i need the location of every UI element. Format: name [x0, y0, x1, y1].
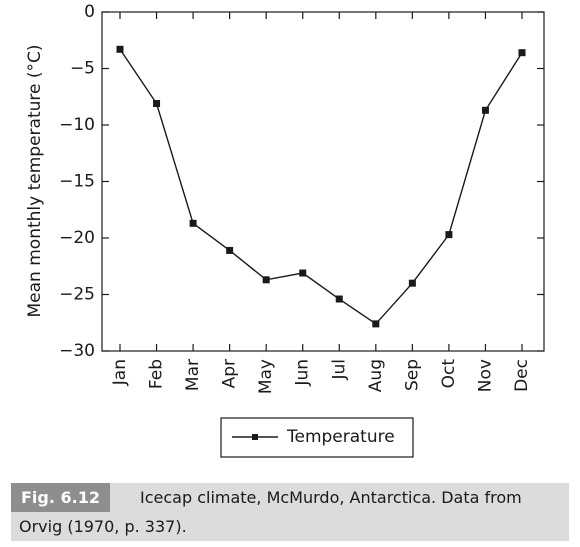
x-tick-label: Jul	[329, 359, 349, 381]
x-tick-label: Dec	[512, 359, 532, 392]
y-tick-label: −5	[70, 59, 95, 79]
x-tick-label: Mar	[183, 359, 203, 391]
x-tick-label: Oct	[439, 359, 459, 389]
x-axis: Jan Feb Mar Apr May Jun Jul Aug Sep Oct Nov Dec	[110, 12, 532, 394]
x-tick-label: Jan	[110, 359, 130, 386]
x-tick-label: Nov	[475, 359, 495, 392]
legend-marker-sample	[252, 434, 258, 440]
data-point	[481, 106, 489, 114]
data-point	[153, 100, 161, 108]
y-tick-label: −30	[59, 341, 95, 361]
x-tick-label: Feb	[147, 359, 167, 389]
data-point	[372, 320, 380, 328]
plot-area-frame	[101, 11, 545, 352]
x-tick-label: May	[256, 359, 276, 394]
figure-number: Fig. 6.12	[11, 483, 110, 512]
y-axis-title: Mean monthly temperature (°C)	[25, 45, 45, 318]
y-tick-label: −10	[59, 115, 95, 135]
x-tick-label: Aug	[366, 359, 386, 392]
y-tick-label: −15	[59, 172, 95, 192]
y-tick-label: −20	[59, 228, 95, 248]
y-tick-label: 0	[84, 2, 95, 22]
data-point	[335, 295, 343, 303]
x-tick-label: Apr	[220, 359, 240, 388]
data-point	[262, 276, 270, 284]
y-axis: 0 −5 −10 −15 −20 −25 −30	[59, 2, 544, 361]
data-point	[299, 269, 307, 277]
data-point	[116, 45, 124, 53]
series-temperature	[116, 45, 526, 328]
data-point	[445, 231, 453, 239]
x-tick-label: Jun	[293, 359, 313, 387]
figure-caption: Fig. 6.12 Icecap climate, McMurdo, Antar…	[11, 483, 569, 541]
legend: Temperature	[220, 417, 414, 458]
data-point	[189, 219, 197, 227]
legend-label: Temperature	[286, 427, 395, 447]
series-line	[119, 48, 523, 325]
data-point	[518, 49, 526, 57]
data-point	[226, 246, 234, 254]
line-chart: 0 −5 −10 −15 −20 −25 −30 Jan Feb Mar Apr May Jun Jul…	[25, 2, 545, 458]
caption-text-line-1: Icecap climate, McMurdo, Antarctica. Dat…	[140, 488, 522, 507]
y-tick-label: −25	[59, 285, 95, 305]
data-point	[408, 279, 416, 287]
x-tick-label: Sep	[402, 359, 422, 391]
caption-text-line-2: Orvig (1970, p. 337).	[19, 517, 187, 536]
